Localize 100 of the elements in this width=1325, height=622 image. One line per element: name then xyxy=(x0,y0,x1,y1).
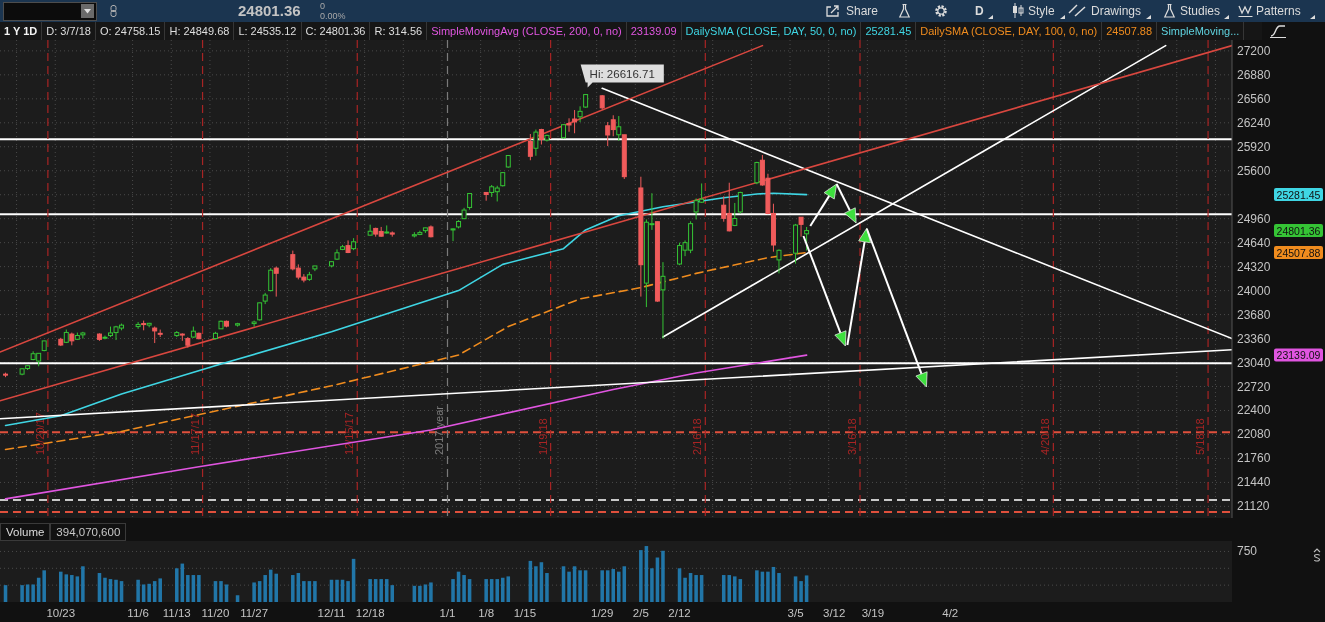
x-tick-label: 1/1 xyxy=(439,607,456,619)
text: Patterns xyxy=(1256,4,1301,18)
x-tick-label: 2/5 xyxy=(632,607,649,619)
text: 25281.45 xyxy=(861,22,917,40)
candlestick xyxy=(660,261,666,340)
bar xyxy=(390,585,395,602)
y-tick-label: 26240 xyxy=(1237,115,1271,130)
bar xyxy=(755,570,759,602)
x-tick-label: 11/20 xyxy=(201,607,230,619)
annotation: Hi: 26616.71 xyxy=(589,67,655,80)
bar xyxy=(567,571,571,602)
bar xyxy=(777,573,781,602)
text: H: 24849.68 xyxy=(165,22,235,40)
ref-line-label: 3/16/18 xyxy=(846,418,859,455)
bar xyxy=(545,573,549,602)
bar xyxy=(302,581,306,602)
candlestick xyxy=(135,321,141,330)
x-tick-label: 3/19 xyxy=(861,607,885,619)
bar xyxy=(766,571,770,602)
candlestick xyxy=(527,133,533,161)
y-tick-label: 750 xyxy=(1237,544,1258,559)
candlestick xyxy=(450,227,456,242)
bar xyxy=(418,585,422,602)
text: Drawings xyxy=(1091,4,1142,18)
bar xyxy=(59,571,63,602)
bar xyxy=(219,581,223,602)
bar xyxy=(197,575,201,602)
bar xyxy=(175,568,179,602)
bar xyxy=(335,579,339,602)
x-tick-label: 4/2 xyxy=(942,607,959,619)
bar xyxy=(661,550,665,602)
bar xyxy=(379,579,383,602)
x-tick-label: 10/23 xyxy=(46,607,76,619)
y-tick-label: 22720 xyxy=(1237,379,1271,394)
bar xyxy=(103,577,107,602)
ref-line-label: 2/16/18 xyxy=(691,418,704,455)
text: 23139.09 xyxy=(626,22,682,40)
bar xyxy=(500,577,505,602)
y2-tick-label: 24801.36 xyxy=(1276,224,1321,237)
bar xyxy=(70,575,74,602)
bar xyxy=(114,579,118,602)
x-tick-label: 12/11 xyxy=(317,607,346,619)
text: Style xyxy=(1028,4,1055,18)
text: 0 xyxy=(320,1,326,12)
y-tick-label: 24320 xyxy=(1237,259,1271,274)
bar xyxy=(429,582,433,602)
ref-line-label: 4/20/18 xyxy=(1039,418,1052,455)
text: D: 3/7/18 xyxy=(42,22,96,40)
bar xyxy=(733,576,737,602)
y2-tick-label: 24507.88 xyxy=(1276,246,1321,259)
y-tick-label: 21440 xyxy=(1237,475,1271,490)
bar xyxy=(313,581,317,602)
bar xyxy=(346,581,350,602)
text: DailySMA (CLOSE, DAY, 100, 0, no) xyxy=(916,22,1103,40)
bar xyxy=(451,579,455,602)
bar xyxy=(578,570,582,602)
x-tick-label: 11/6 xyxy=(127,607,149,619)
line-series xyxy=(4,354,808,500)
bar xyxy=(158,578,162,602)
bar xyxy=(81,566,85,602)
bar xyxy=(20,585,24,602)
ref-line-label: 1/19/18 xyxy=(536,418,549,455)
bar xyxy=(727,575,732,602)
candlestick xyxy=(80,331,86,340)
x-tick-label: 11/13 xyxy=(162,607,191,619)
x-tick-label: 1/8 xyxy=(478,607,495,619)
text: DailySMA (CLOSE, DAY, 50, 0, no) xyxy=(681,22,862,40)
candlestick xyxy=(798,216,804,238)
y-tick-label: 25920 xyxy=(1237,139,1271,154)
text: 394,070,600 xyxy=(50,523,127,541)
bar xyxy=(639,550,643,602)
text: SimpleMoving... xyxy=(1157,22,1245,40)
text: 24801.36 xyxy=(238,2,301,19)
y-tick-label: 22080 xyxy=(1237,427,1271,442)
y-tick-label: 26880 xyxy=(1237,67,1271,82)
candlestick xyxy=(616,115,622,142)
x-tick-label: 1/15 xyxy=(513,607,537,619)
candlestick xyxy=(776,248,782,274)
ref-line-label: 12/15/17 xyxy=(343,412,356,455)
x-tick-label: 11/27 xyxy=(240,607,269,619)
x-tick-label: 12/18 xyxy=(355,607,385,619)
y-tick-label: 21760 xyxy=(1237,451,1271,466)
bar xyxy=(611,568,616,602)
x-tick-label: 3/12 xyxy=(823,607,846,619)
bar xyxy=(274,573,278,602)
text: 24507.88 xyxy=(1102,22,1158,40)
y-tick-label: 23040 xyxy=(1237,355,1271,370)
text: 1 Y 1D xyxy=(0,22,43,40)
text: 0.00% xyxy=(320,11,346,22)
bar xyxy=(186,575,190,602)
chart-title: Volume xyxy=(0,523,51,541)
y-tick-label: 25600 xyxy=(1237,163,1271,178)
y-tick-label: 24960 xyxy=(1237,211,1271,226)
bar xyxy=(694,575,698,602)
candlestick xyxy=(533,129,539,157)
ref-line-label: 2017 year xyxy=(433,405,446,455)
ref-line-label: 5/18/18 xyxy=(1194,418,1207,455)
bar xyxy=(252,582,256,602)
y-tick-label: 26560 xyxy=(1237,91,1271,106)
bar xyxy=(462,575,466,602)
